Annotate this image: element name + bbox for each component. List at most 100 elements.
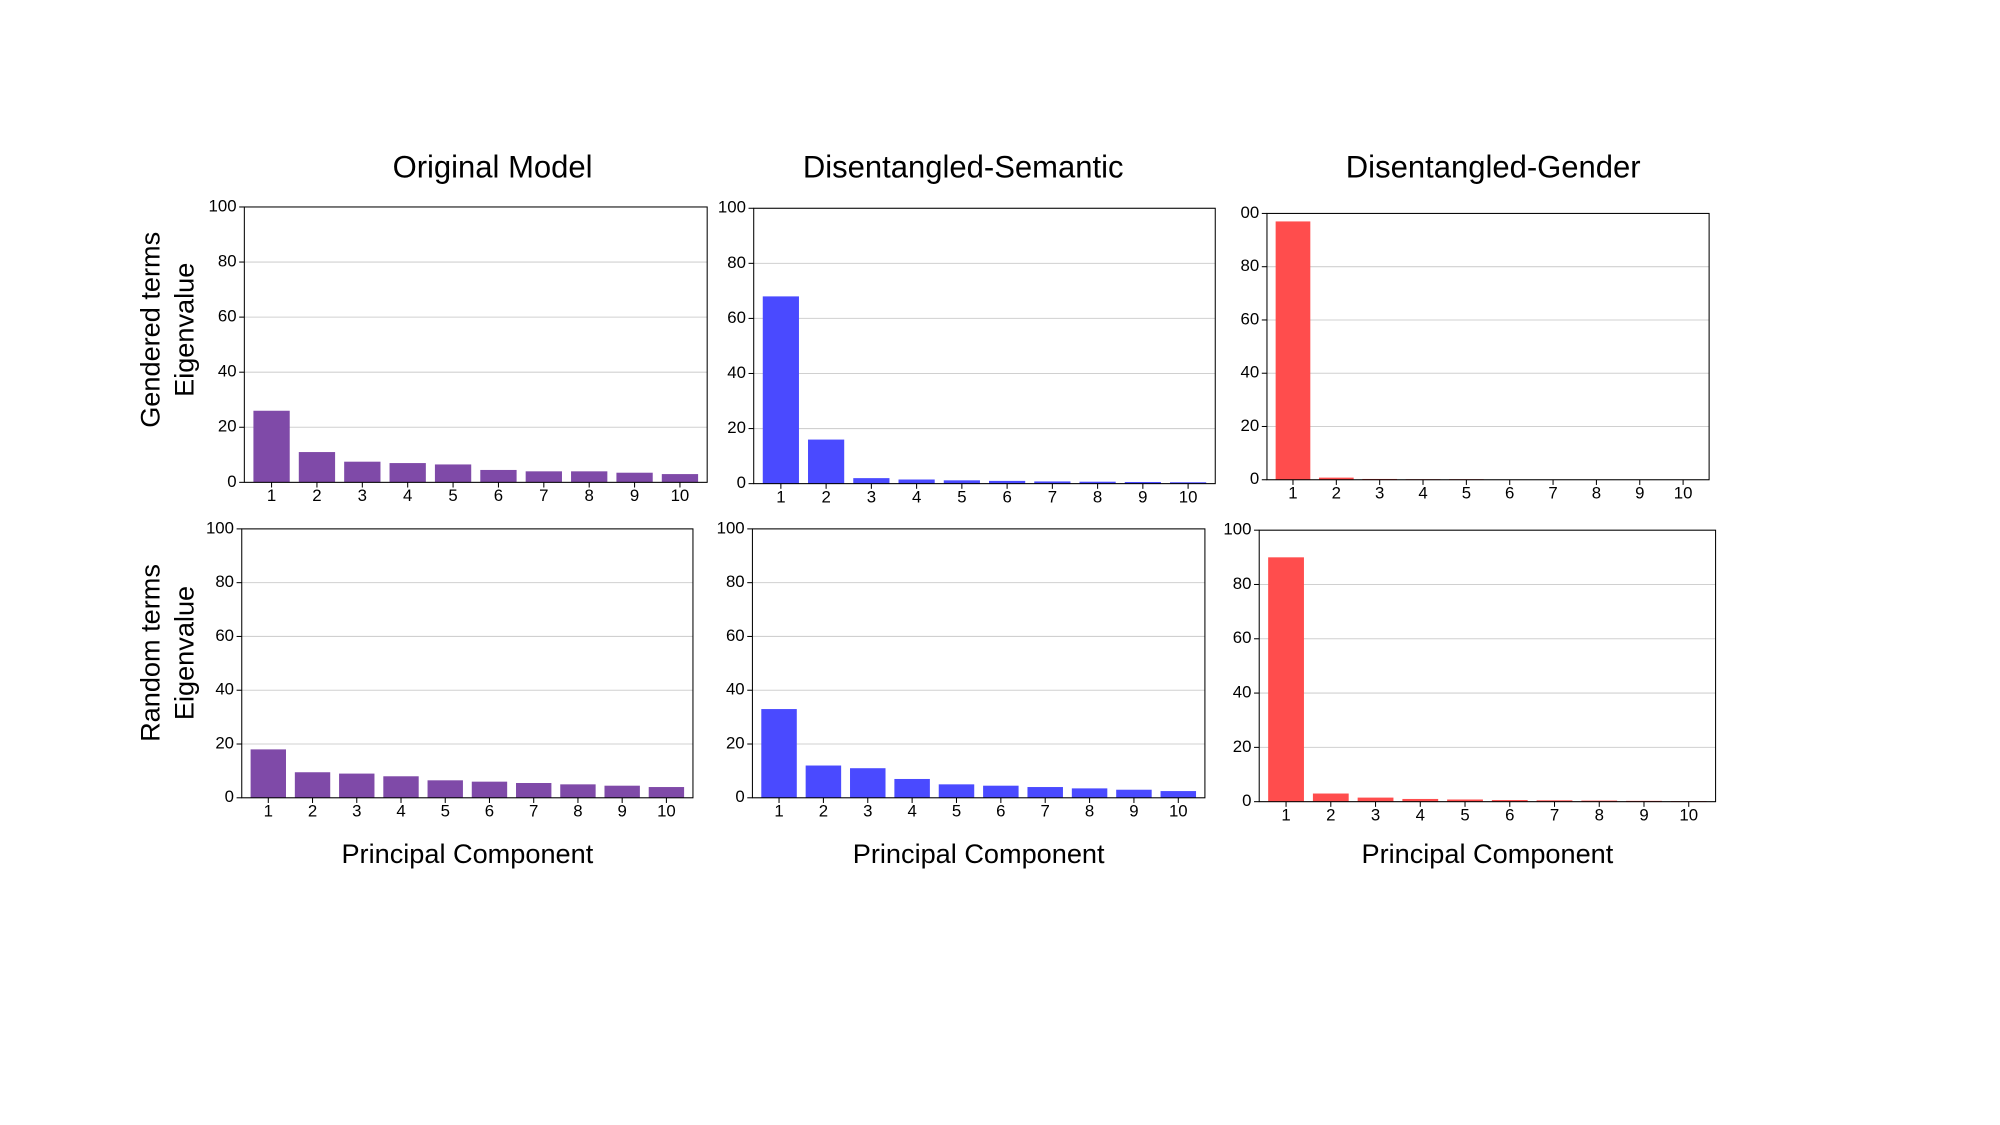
x-tick-label: 7 [1548,483,1557,502]
bar [294,772,331,798]
y-tick-label: 40 [1233,683,1252,702]
bar [1124,481,1161,484]
bar [389,463,426,483]
y-tick-label: 20 [1233,737,1252,756]
x-tick-label: 5 [448,486,457,505]
bar [853,478,890,484]
x-tick-label: 3 [358,486,367,505]
y-tick-label: 100 [1223,520,1251,539]
y-tick-label: 60 [726,626,745,645]
x-tick-label: 6 [1505,483,1514,502]
y-tick-label: 0 [1242,791,1251,810]
x-tick-label: 2 [821,487,830,506]
bar [1170,482,1207,484]
x-tick-label: 7 [1041,801,1050,820]
bar [989,480,1026,484]
x-tick-label: 6 [996,801,1005,820]
x-tick-label: 8 [1595,805,1604,824]
bar [1275,221,1311,480]
y-tick-label: 60 [215,626,234,645]
bar [516,783,552,798]
x-tick-label: 2 [312,486,321,505]
y-tick-label: 40 [727,363,746,382]
bar [1536,800,1573,802]
row-label: Gendered terms [135,232,166,428]
x-tick-label: 10 [1679,805,1698,824]
bar [1079,481,1116,484]
x-tick-label: 9 [1639,805,1648,824]
y-tick-label: 80 [1233,574,1252,593]
y-tick-label: 40 [1241,363,1260,382]
x-tick-label: 2 [819,801,828,820]
x-tick-label: 2 [1326,805,1335,824]
y-tick-label: 100 [209,196,237,215]
y-tick-label: 40 [218,362,237,381]
y-tick-label: 40 [215,680,234,699]
y-tick-label: 0 [737,473,746,492]
x-tick-label: 3 [1371,805,1380,824]
bar [298,452,336,483]
y-tick-label: 60 [1241,309,1260,328]
x-tick-label: 7 [1048,487,1057,506]
bar [1071,788,1108,798]
y-tick-label: 60 [727,308,746,327]
x-tick-label: 6 [485,801,494,820]
x-tick-label: 9 [618,801,627,820]
x-tick-label: 8 [1093,487,1102,506]
bar [894,778,930,798]
x-tick-label: 3 [352,801,361,820]
y-tick-label: 20 [1241,416,1260,435]
bar [805,765,842,798]
x-tick-label: 1 [264,801,273,820]
bar [761,709,797,798]
bar [1357,797,1394,802]
x-tick-label: 1 [267,486,276,505]
y-tick-label: 80 [726,572,745,591]
x-tick-label: 6 [1505,805,1514,824]
bar [1034,481,1071,484]
bar [571,471,608,483]
x-tick-label: 7 [539,486,548,505]
x-tick-label: 1 [774,801,783,820]
bar [560,784,596,798]
x-axis-label: Principal Component [341,838,593,869]
y-tick-label: 20 [727,418,746,437]
bar [1116,789,1152,798]
bar [1581,800,1618,802]
x-tick-label: 9 [1635,483,1644,502]
x-tick-label: 9 [1129,801,1138,820]
x-tick-label: 5 [1460,805,1469,824]
x-axis-label: Principal Component [1361,838,1613,869]
x-tick-label: 7 [1550,805,1559,824]
x-tick-label: 9 [1138,487,1147,506]
x-tick-label: 4 [1418,483,1427,502]
bar [344,461,381,483]
y-tick-label: 0 [1250,469,1259,488]
y-tick-label: 60 [218,307,237,326]
x-tick-label: 8 [1592,483,1601,502]
bar [604,785,640,798]
x-tick-label: 5 [1462,483,1471,502]
y-tick-label: 80 [727,253,746,272]
plot-frame [753,207,1216,485]
y-tick-label: 20 [218,417,237,436]
y-tick-label: 80 [215,572,234,591]
y-tick-label: 80 [218,251,237,270]
bar [983,785,1019,798]
bar [938,784,975,798]
y-tick-label: 0 [735,787,744,806]
bar [480,469,517,483]
x-tick-label: 4 [403,486,412,505]
y-axis-label: Eigenvalue [168,263,199,397]
x-tick-label: 5 [441,801,450,820]
x-tick-label: 6 [1002,487,1011,506]
plot-frame [1266,212,1710,481]
x-tick-label: 1 [1288,483,1297,502]
x-tick-label: 5 [952,801,961,820]
bar [427,780,463,798]
y-tick-label: 0 [227,472,236,491]
chart-title: Disentangled-Semantic [803,150,1124,185]
row-label: Random terms [135,564,166,742]
x-tick-label: 9 [630,486,639,505]
